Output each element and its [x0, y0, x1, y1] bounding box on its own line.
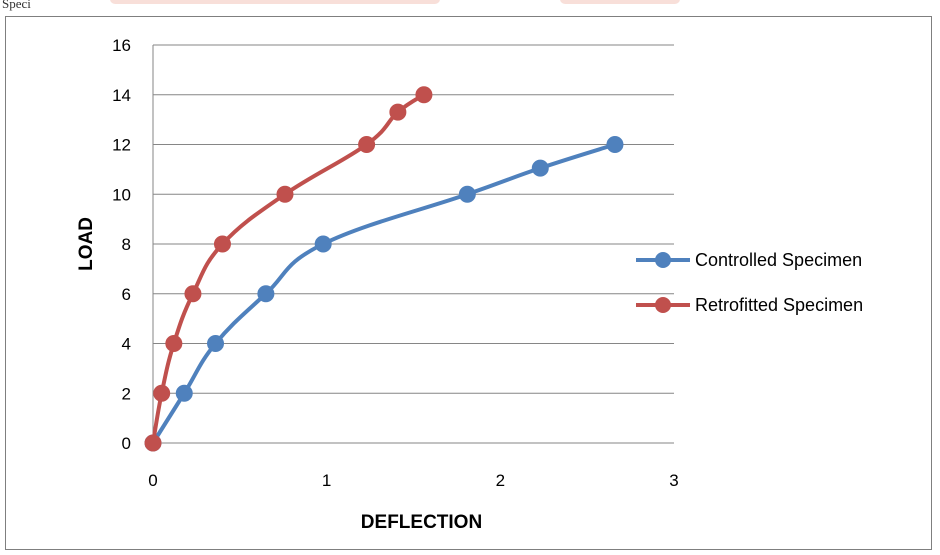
legend-label: Controlled Specimen: [695, 250, 862, 270]
data-point: [213, 235, 231, 253]
y-tick-label: 14: [112, 86, 131, 105]
data-point: [175, 384, 193, 402]
data-point: [314, 235, 332, 253]
data-point: [257, 285, 275, 303]
document-text-fragment: Speci: [2, 0, 31, 11]
legend-label: Retrofitted Specimen: [695, 295, 863, 315]
data-point: [153, 384, 171, 402]
watermark-band: [110, 0, 440, 4]
y-tick-label: 16: [112, 36, 131, 55]
y-tick-label: 8: [122, 235, 131, 254]
axes: [152, 45, 674, 444]
document-top-strip: Speci: [0, 0, 940, 16]
y-tick-label: 6: [122, 285, 131, 304]
data-point: [276, 185, 294, 203]
data-point: [207, 335, 225, 352]
x-tick-label: 3: [669, 471, 678, 490]
gridlines: [153, 44, 674, 394]
y-tick-label: 10: [112, 185, 131, 204]
y-tick-label: 0: [122, 434, 131, 453]
series-retrofitted: [144, 86, 433, 452]
data-point: [606, 136, 624, 153]
x-tick-label: 0: [148, 471, 157, 490]
legend: Controlled Specimen Retrofitted Specimen: [636, 250, 863, 315]
series-layer: [144, 86, 624, 452]
x-axis-title: DEFLECTION: [361, 512, 482, 533]
legend-entry: Retrofitted Specimen: [636, 295, 863, 315]
data-point: [358, 136, 376, 153]
data-point: [184, 285, 202, 303]
x-tick-label: 2: [496, 471, 505, 490]
data-point: [415, 86, 433, 104]
data-point: [389, 103, 407, 121]
legend-marker: [655, 252, 671, 268]
y-tick-label: 12: [112, 136, 131, 155]
series-line: [151, 142, 616, 445]
data-point: [165, 335, 183, 352]
y-axis-title: LOAD: [76, 217, 97, 271]
watermark-band-right: [560, 0, 680, 4]
data-point: [458, 185, 476, 203]
y-tick-label: 4: [122, 335, 131, 354]
chart-area: [5, 16, 932, 550]
series-controlled: [144, 136, 624, 452]
data-point: [531, 159, 549, 177]
y-tick-label: 2: [122, 384, 131, 403]
data-point: [144, 434, 162, 452]
legend-marker: [655, 297, 671, 313]
legend-entry: Controlled Specimen: [636, 250, 862, 270]
x-tick-label: 1: [322, 471, 331, 490]
